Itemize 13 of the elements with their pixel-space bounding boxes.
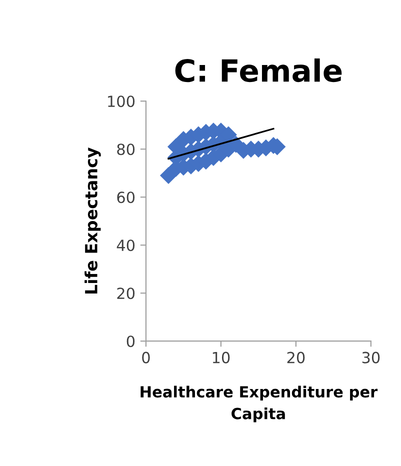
x-tick-label: 30 xyxy=(362,352,380,364)
y-tick-label: 20 xyxy=(117,288,135,300)
y-tick-label: 100 xyxy=(108,96,135,108)
y-tick-label: 40 xyxy=(116,240,135,252)
y-tick-label: 60 xyxy=(117,192,135,204)
y-tick-label: 0 xyxy=(126,336,135,348)
y-tick-label: 80 xyxy=(117,144,135,156)
x-tick-label: 0 xyxy=(142,352,150,364)
y-axis-title: Life Expectancy xyxy=(84,148,101,294)
chart-title: C: Female xyxy=(175,58,342,82)
x-axis-title: Healthcare Expenditure per Capita xyxy=(140,386,378,422)
x-tick-label: 10 xyxy=(212,352,230,364)
x-tick-label: 20 xyxy=(287,352,305,364)
